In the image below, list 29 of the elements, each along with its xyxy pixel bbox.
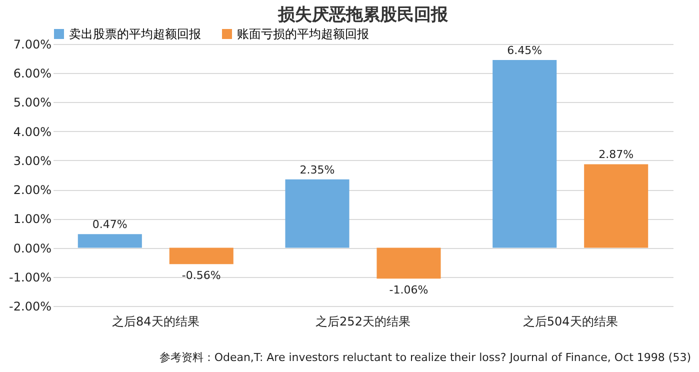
bar — [584, 164, 648, 248]
chart-title: 损失厌恶拖累股民回报 — [277, 5, 449, 25]
x-tick-label: 之后504天的结果 — [522, 314, 618, 328]
data-label: 6.45% — [507, 44, 542, 58]
data-label: 2.87% — [598, 148, 634, 162]
y-tick-label: 5.00% — [13, 96, 52, 110]
text: 参考资料：Odean,T: Are investors reluctant to realize their loss? Journal of Finance, Oct 1998 (53) — [159, 350, 691, 365]
y-tick-label: -2.00% — [9, 300, 52, 314]
bar — [492, 60, 557, 248]
legend-label: 卖出股票的平均超额回报 — [69, 27, 201, 41]
y-tick-label: 3.00% — [13, 154, 52, 168]
y-tick-label: -1.00% — [9, 270, 52, 284]
bar — [78, 234, 142, 248]
y-tick-label: 1.00% — [13, 212, 52, 226]
y-tick-label: 0.00% — [13, 241, 52, 256]
legend-label: 账面亏损的平均超额回报 — [237, 27, 369, 41]
y-tick-label: 7.00% — [13, 38, 52, 52]
data-label: 0.47% — [92, 218, 128, 232]
y-tick-label: 2.00% — [13, 183, 52, 198]
x-tick-label: 之后252天的结果 — [316, 314, 410, 328]
bar — [285, 179, 350, 248]
y-tick-label: 4.00% — [13, 124, 52, 139]
x-tick-label: 之后84天的结果 — [112, 314, 200, 328]
data-label: 2.35% — [300, 163, 335, 176]
data-label: -0.56% — [182, 269, 221, 282]
bar — [169, 248, 234, 264]
data-label: -1.06% — [389, 284, 428, 297]
bar — [376, 248, 441, 279]
y-tick-label: 6.00% — [13, 66, 52, 81]
